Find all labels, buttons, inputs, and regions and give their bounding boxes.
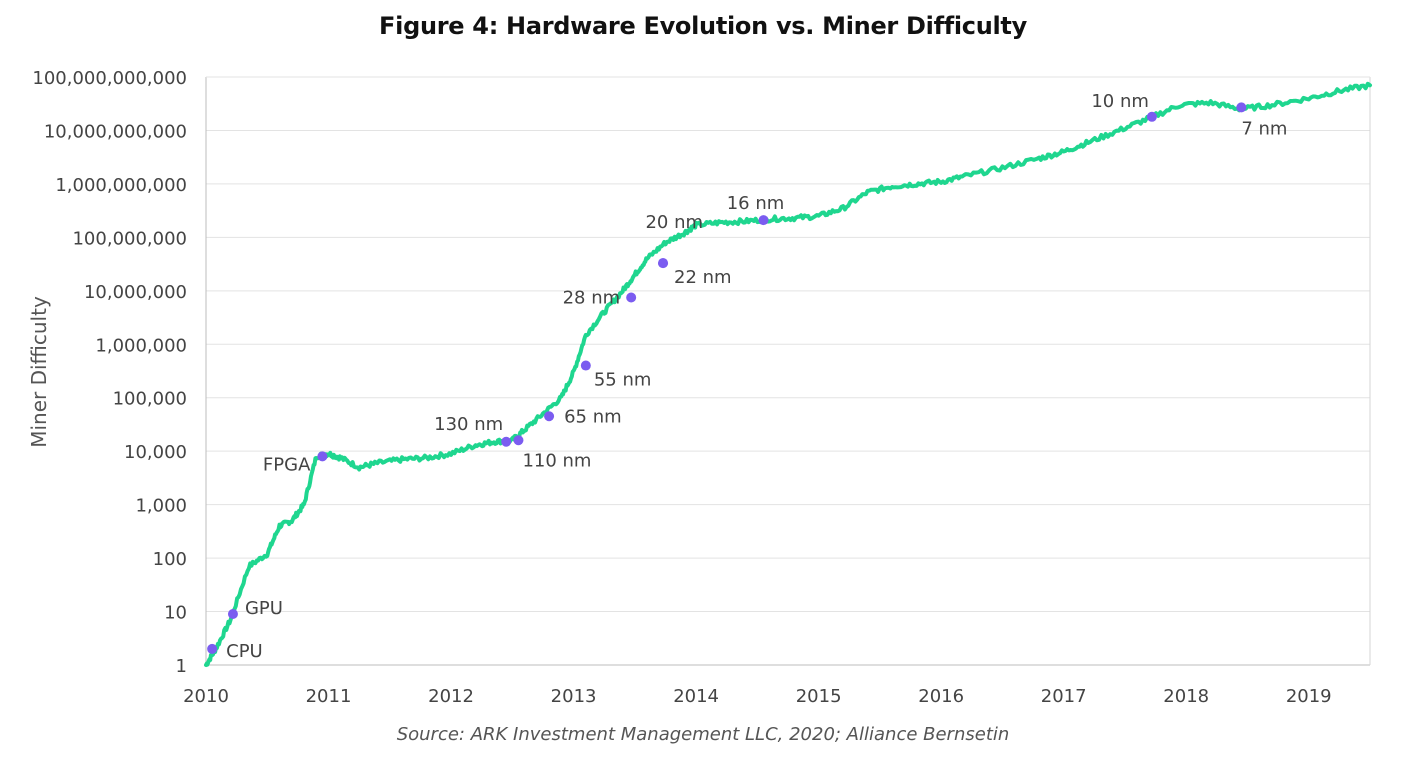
marker-label: 65 nm xyxy=(564,406,622,427)
marker-dot xyxy=(1146,111,1157,122)
marker-label: 7 nm xyxy=(1241,118,1287,139)
marker-dot xyxy=(544,411,555,422)
series-line xyxy=(204,81,1372,667)
y-tick-label: 1 xyxy=(176,656,187,677)
marker-label: 20 nm xyxy=(645,212,703,233)
x-tick-labels: 2010 2011 2012 2013 2014 2015 2016 2017 2018 2019 xyxy=(183,686,1332,707)
y-tick-label: 10,000 xyxy=(124,442,187,463)
x-tick-label: 2018 xyxy=(1163,686,1209,707)
y-tick-label: 1,000,000 xyxy=(95,335,187,356)
marker-group: CPU GPU FPGA 130 nm 110 nm 65 nm 55 nm 28 nm 22 … xyxy=(207,91,1287,662)
y-tick-label: 10,000,000 xyxy=(84,282,187,303)
x-tick-label: 2016 xyxy=(918,686,964,707)
marker-dot xyxy=(317,451,328,462)
y-tick-label: 1,000 xyxy=(135,496,187,517)
x-tick-label: 2010 xyxy=(183,686,229,707)
marker-dot xyxy=(501,436,512,447)
marker-label: 130 nm xyxy=(434,414,503,435)
y-tick-label: 1,000,000,000 xyxy=(55,175,187,196)
marker-dot xyxy=(513,435,524,446)
x-tick-label: 2015 xyxy=(796,686,842,707)
y-tick-label: 10,000,000,000 xyxy=(44,121,187,142)
y-tick-label: 100 xyxy=(153,549,187,570)
y-tick-label: 10 xyxy=(164,603,187,624)
axes xyxy=(205,76,1371,666)
y-tick-label: 100,000,000,000 xyxy=(32,68,187,89)
marker-dot xyxy=(758,215,769,226)
marker-label: 28 nm xyxy=(563,287,621,308)
marker-label: 16 nm xyxy=(727,193,785,214)
marker-label: CPU xyxy=(226,641,263,662)
x-tick-label: 2012 xyxy=(428,686,474,707)
y-axis-label: Miner Difficulty xyxy=(27,296,51,448)
grid-lines xyxy=(206,76,1370,613)
x-tick-label: 2019 xyxy=(1286,686,1332,707)
y-tick-labels: 1 10 100 1,000 10,000 100,000 1,000,000 10,000,… xyxy=(32,68,187,677)
marker-dot xyxy=(1236,102,1247,113)
chart-title: Figure 4: Hardware Evolution vs. Miner D… xyxy=(379,12,1027,40)
x-tick-label: 2011 xyxy=(306,686,352,707)
series-group xyxy=(204,81,1372,667)
marker-dot xyxy=(207,643,218,654)
x-tick-label: 2017 xyxy=(1041,686,1087,707)
marker-label: FPGA xyxy=(263,454,311,475)
x-tick-label: 2014 xyxy=(673,686,719,707)
y-tick-label: 100,000 xyxy=(113,389,187,410)
marker-label: 22 nm xyxy=(674,267,732,288)
marker-dot xyxy=(227,608,238,619)
marker-label: GPU xyxy=(245,598,283,619)
marker-dot xyxy=(658,258,669,269)
marker-dot xyxy=(626,292,637,303)
source-note: Source: ARK Investment Management LLC, 2… xyxy=(396,724,1010,745)
marker-label: 10 nm xyxy=(1091,91,1149,112)
marker-label: 55 nm xyxy=(594,370,652,391)
y-tick-label: 100,000,000 xyxy=(72,228,187,249)
marker-label: 110 nm xyxy=(522,450,591,471)
x-tick-label: 2013 xyxy=(551,686,597,707)
marker-dot xyxy=(580,360,591,371)
